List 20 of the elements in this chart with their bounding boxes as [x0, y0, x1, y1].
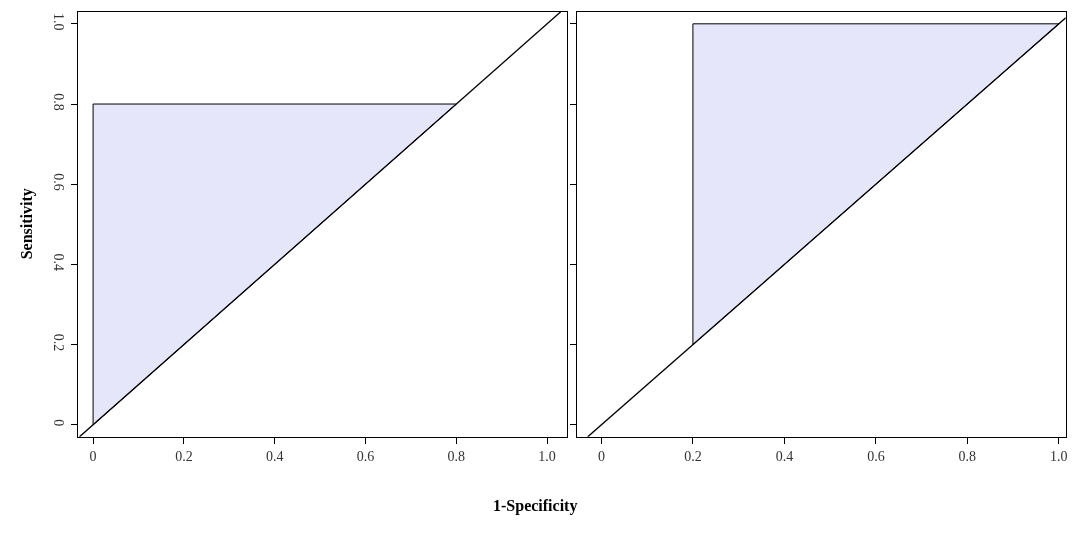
x-tick-label: 0.8	[447, 448, 466, 464]
x-axis-title: 1-Specificity	[493, 497, 578, 515]
x-tick-label: 1.0	[1050, 448, 1068, 464]
x-tick-label: 0.8	[958, 448, 977, 464]
x-tick-label: 0.2	[684, 448, 702, 464]
y-tick-label: 0.6	[51, 173, 67, 191]
y-tick-label: 0.8	[51, 93, 67, 111]
x-tick-label: 0.4	[265, 448, 284, 464]
y-tick-label: 0.2	[51, 333, 67, 352]
y-tick-label: 1.0	[51, 12, 67, 31]
x-tick-label: 0.6	[867, 448, 885, 464]
y-axis-title: Sensitivity	[17, 188, 36, 260]
x-tick-label: 0.2	[175, 448, 193, 464]
y-tick-label: 0.4	[51, 253, 67, 272]
x-tick-label: 1.0	[538, 448, 556, 464]
x-tick-label: 0	[597, 448, 605, 464]
x-tick-label: 0.4	[775, 448, 794, 464]
y-tick-label: 0	[51, 419, 67, 427]
x-tick-label: 0	[89, 448, 97, 464]
x-tick-label: 0.6	[356, 448, 375, 464]
